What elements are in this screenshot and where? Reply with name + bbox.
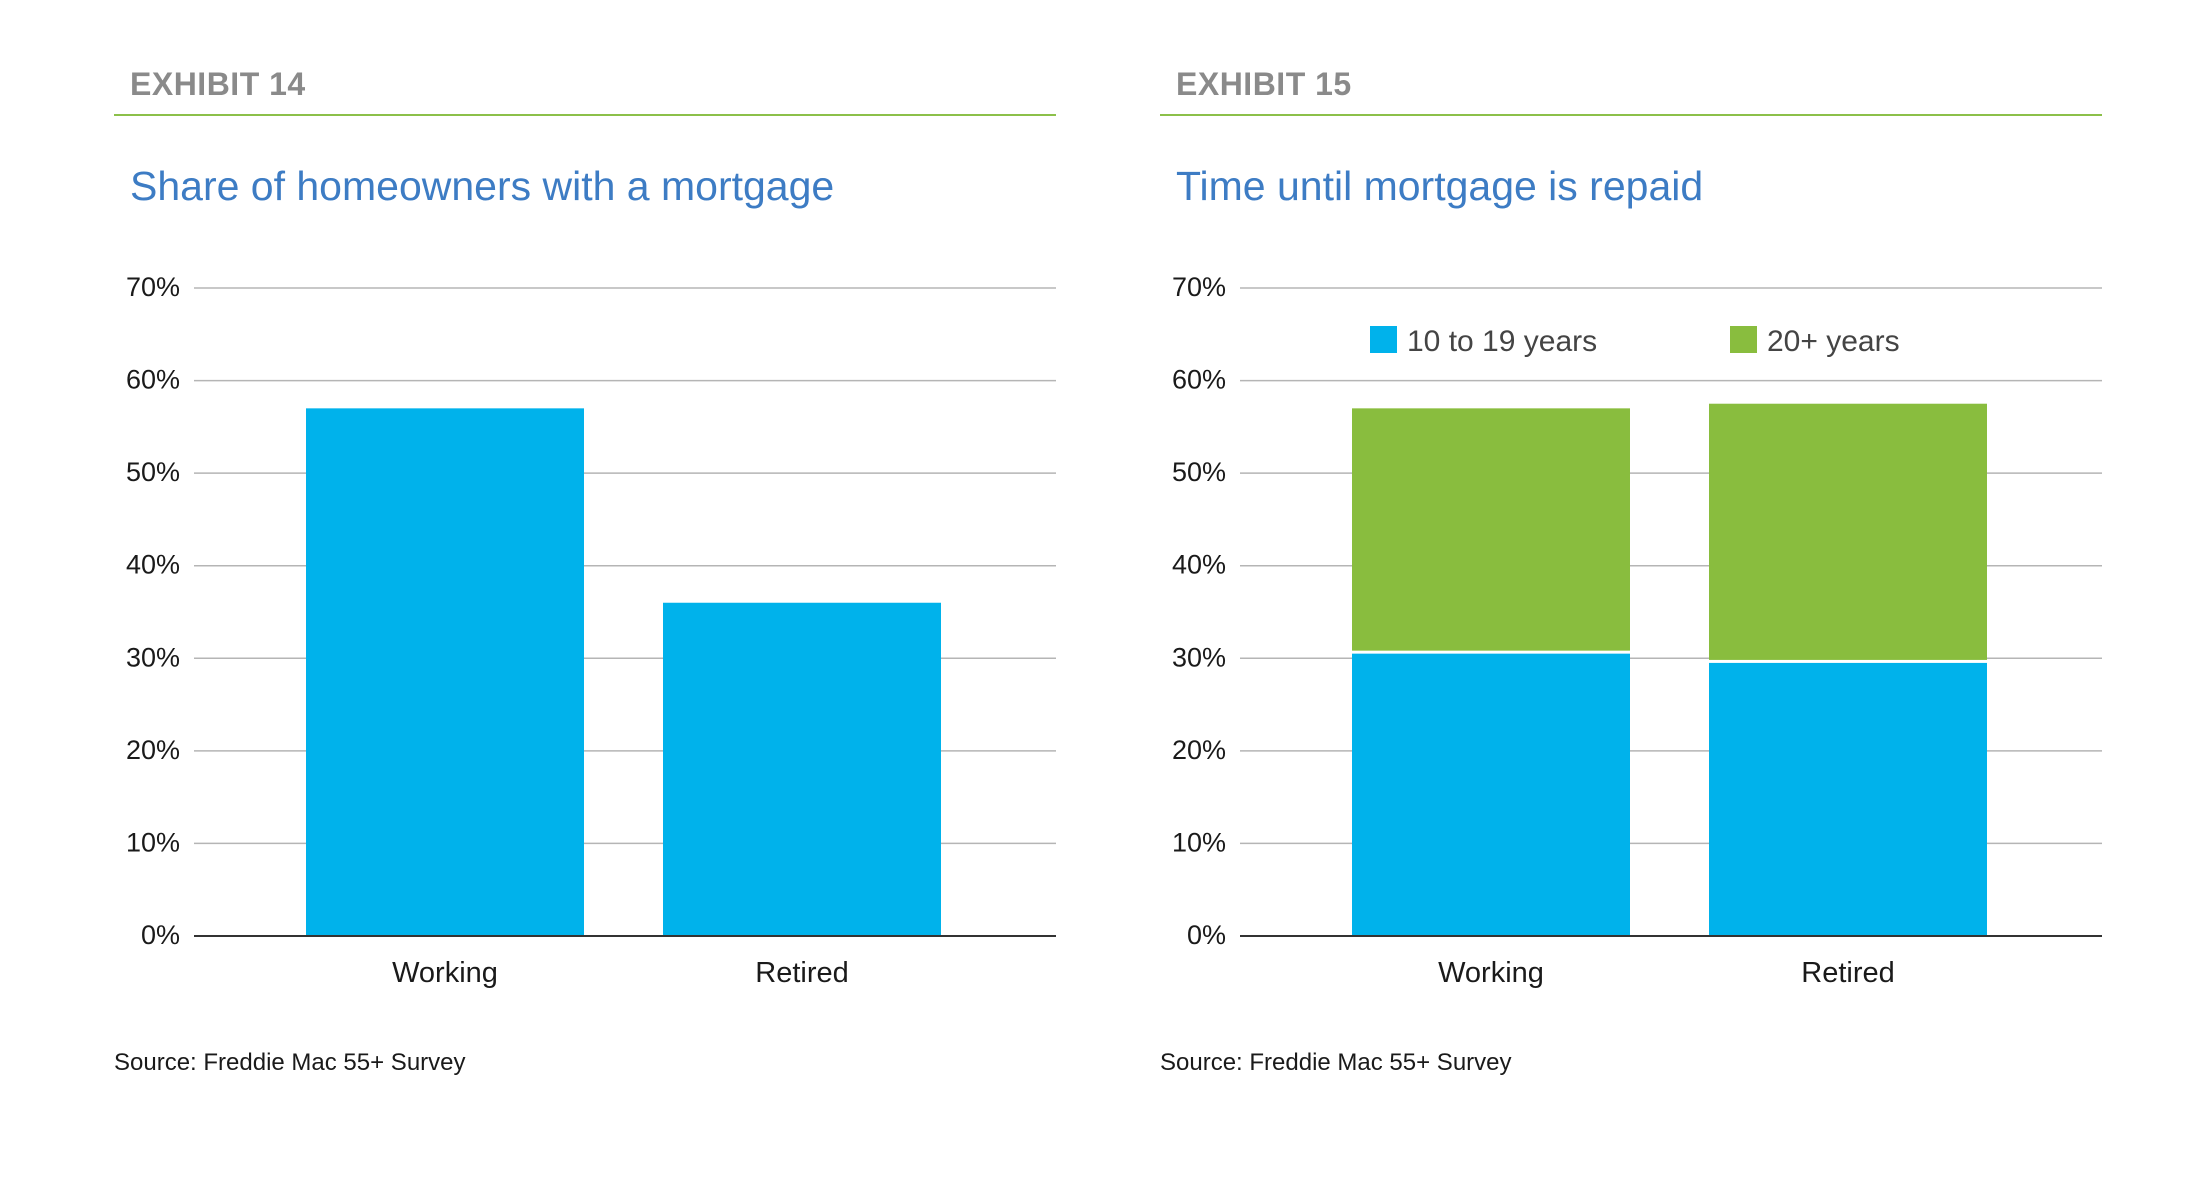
y-tick-label: 0% [141, 920, 180, 950]
repayment-time-chart: 0% 10% 20% 30% 40% 50% 60% 70% Working Retired 10 … [1172, 272, 2102, 989]
y-tick-label: 50% [1172, 457, 1226, 487]
y-tick-label: 40% [126, 550, 180, 580]
y-tick-label: 50% [126, 457, 180, 487]
legend-label: 20+ years [1767, 325, 1900, 358]
y-tick-label: 40% [1172, 550, 1226, 580]
exhibit-label: EXHIBIT 15 [1176, 66, 1352, 102]
bar-retired [663, 602, 941, 936]
legend-swatch [1730, 326, 1757, 353]
mortgage-share-chart: 0% 10% 20% 30% 40% 50% 60% 70% Working Retired [126, 272, 1056, 989]
bar-working-20-years [1352, 408, 1630, 651]
chart-title: Share of homeowners with a mortgage [130, 163, 835, 209]
x-tick-label: Working [1438, 957, 1544, 989]
y-tick-label: 10% [126, 827, 180, 857]
exhibit-label: EXHIBIT 14 [130, 66, 306, 102]
x-tick-label: Retired [1801, 957, 1895, 989]
divider-rule [114, 114, 1056, 116]
y-tick-label: 10% [1172, 827, 1226, 857]
exhibit-15-panel: EXHIBIT 15 Time until mortgage is repaid… [1160, 0, 2110, 1182]
source-note: Source: Freddie Mac 55+ Survey [1160, 1049, 1512, 1076]
bar-working-10-to-19-years [1352, 653, 1630, 936]
x-tick-label: Working [392, 957, 498, 989]
source-note: Source: Freddie Mac 55+ Survey [114, 1049, 466, 1076]
chart-title: Time until mortgage is repaid [1176, 163, 1704, 209]
y-tick-label: 70% [126, 272, 180, 302]
exhibit-14-panel: EXHIBIT 14 Share of homeowners with a mo… [114, 0, 1064, 1182]
y-tick-label: 0% [1187, 920, 1226, 950]
bar-retired-10-to-19-years [1709, 662, 1987, 936]
y-tick-label: 70% [1172, 272, 1226, 302]
y-tick-label: 60% [1172, 365, 1226, 395]
bar-retired-20-years [1709, 403, 1987, 660]
y-tick-label: 30% [126, 642, 180, 672]
bar-working [306, 408, 584, 936]
y-tick-label: 20% [1172, 735, 1226, 765]
y-tick-label: 30% [1172, 642, 1226, 672]
x-tick-label: Retired [755, 957, 849, 989]
legend-swatch [1370, 326, 1397, 353]
y-tick-label: 20% [126, 735, 180, 765]
divider-rule [1160, 114, 2102, 116]
y-tick-label: 60% [126, 365, 180, 395]
legend-label: 10 to 19 years [1407, 325, 1597, 358]
